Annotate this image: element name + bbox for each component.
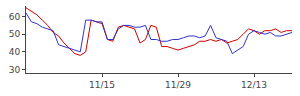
- svg-text:50: 50: [9, 29, 21, 39]
- svg-text:12/13: 12/13: [241, 80, 267, 90]
- svg-text:30: 30: [9, 65, 21, 75]
- svg-text:11/29: 11/29: [165, 80, 191, 90]
- svg-text:40: 40: [9, 47, 21, 57]
- svg-text:60: 60: [9, 12, 21, 22]
- svg-text:11/15: 11/15: [89, 80, 115, 90]
